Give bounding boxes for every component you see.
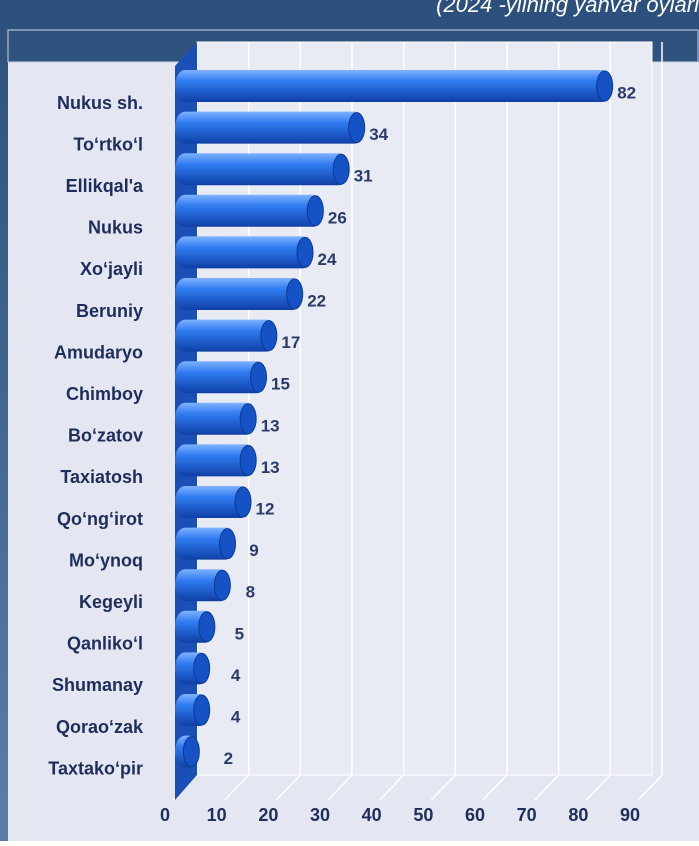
y-tick-label: Qo‘ng‘irot — [57, 509, 143, 529]
x-tick-label: 30 — [310, 805, 330, 825]
bar — [175, 361, 267, 394]
value-label: 9 — [249, 541, 258, 560]
y-tick-label: Mo‘ynoq — [69, 550, 143, 570]
bar-cap — [182, 736, 200, 768]
x-tick-label: 80 — [568, 805, 588, 825]
value-label: 12 — [256, 499, 275, 518]
floor-line — [327, 774, 353, 801]
bar-cap — [260, 320, 278, 352]
y-tick-label: Nukus sh. — [57, 93, 143, 113]
value-label: 17 — [281, 333, 300, 352]
value-label: 2 — [224, 749, 233, 768]
value-label: 31 — [354, 167, 373, 186]
x-tick-label: 0 — [160, 805, 170, 825]
bar — [175, 319, 277, 352]
bar-cap — [213, 569, 231, 601]
value-label: 13 — [261, 416, 280, 435]
value-label: 82 — [617, 83, 636, 102]
floor-line — [585, 774, 611, 801]
x-tick-label: 50 — [413, 805, 433, 825]
bar — [175, 236, 313, 269]
y-tick-label: Xo‘jayli — [80, 259, 143, 279]
floor-line — [224, 774, 250, 801]
bar — [175, 194, 324, 227]
back-wall — [196, 41, 653, 776]
y-tick-label: Beruniy — [76, 301, 143, 321]
floor-line — [275, 774, 301, 801]
floor-line — [534, 774, 560, 801]
value-label: 24 — [318, 250, 337, 269]
floor-line — [379, 774, 405, 801]
y-tick-label: Ellikqal'a — [66, 176, 144, 196]
y-tick-label: Taxiatosh — [60, 467, 143, 487]
value-label: 22 — [307, 291, 326, 310]
y-tick-label: Bo‘zatov — [68, 426, 143, 446]
bar-cap — [219, 528, 236, 560]
y-tick-label: Kegeyli — [79, 592, 143, 612]
bar-cap — [239, 444, 257, 476]
bar-cap — [306, 195, 324, 227]
y-tick-label: To‘rtko‘l — [73, 134, 143, 154]
bar — [175, 278, 303, 310]
floor-line — [482, 774, 508, 801]
value-label: 26 — [328, 208, 347, 227]
x-tick-label: 90 — [620, 805, 640, 825]
y-tick-label: Shumanay — [52, 675, 143, 695]
value-label: 5 — [235, 624, 244, 643]
bar-cap — [193, 652, 211, 684]
y-tick-label: Qanliko‘l — [67, 634, 143, 654]
y-tick-label: Qorao‘zak — [56, 717, 144, 737]
bar-cap — [332, 153, 350, 185]
bar — [175, 444, 257, 477]
value-label: 34 — [369, 125, 388, 144]
y-tick-label: Chimboy — [66, 384, 143, 404]
y-tick-label: Nukus — [88, 218, 143, 238]
x-tick-label: 20 — [258, 805, 278, 825]
y-tick-label: Taxtako‘pir — [48, 758, 143, 778]
bar — [175, 153, 350, 186]
value-label: 8 — [246, 583, 255, 602]
bar-cap — [286, 278, 304, 310]
y-tick-label: Amudaryo — [54, 342, 143, 362]
x-tick-label: 40 — [362, 805, 382, 825]
bar-cap — [239, 403, 257, 435]
value-label: 4 — [231, 666, 241, 685]
bar — [175, 402, 257, 435]
bar-cap — [348, 112, 366, 144]
bar-cap — [250, 361, 267, 393]
x-tick-label: 60 — [465, 805, 485, 825]
floor-line — [637, 774, 663, 801]
bar-cap — [193, 694, 211, 726]
value-label: 13 — [261, 458, 280, 477]
bar — [175, 486, 251, 518]
bar-cap — [234, 486, 252, 518]
value-label: 15 — [271, 375, 290, 394]
x-tick-label: 10 — [207, 805, 227, 825]
floor-line — [430, 774, 456, 801]
bar — [175, 70, 613, 102]
bar-cap — [596, 70, 614, 102]
bar-cap — [198, 611, 216, 643]
value-label: 4 — [231, 707, 241, 726]
bar-cap — [296, 236, 314, 268]
x-tick-label: 70 — [517, 805, 537, 825]
bar — [175, 111, 365, 144]
subtitle: (2024 -yilning yanvar oylari — [436, 0, 699, 17]
